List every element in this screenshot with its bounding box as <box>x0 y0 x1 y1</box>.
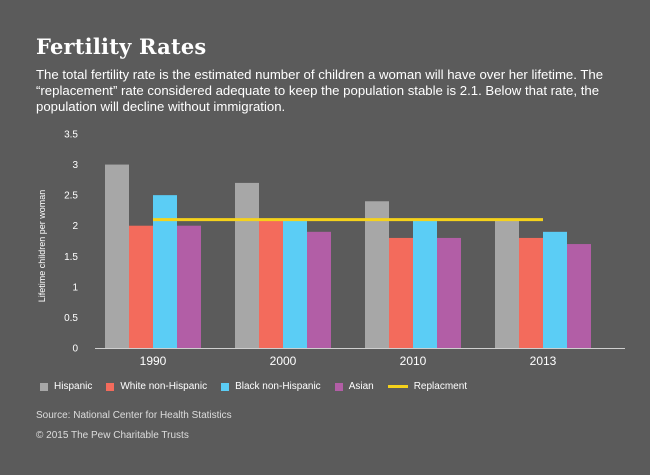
bar-black-non-hispanic-2010 <box>413 219 437 348</box>
bar-white-non-hispanic-2010 <box>389 237 413 348</box>
legend-line-swatch <box>387 385 408 388</box>
legend-swatch <box>106 382 115 391</box>
bars-group <box>105 164 591 348</box>
y-tick-label: 0.5 <box>64 313 78 324</box>
x-tick-label: 2013 <box>530 354 557 368</box>
bar-asian-2010 <box>437 237 461 348</box>
x-tick-label: 2010 <box>400 354 427 368</box>
legend-label: Hispanic <box>54 381 93 392</box>
legend-swatch <box>334 382 343 391</box>
bar-asian-2013 <box>567 244 591 348</box>
legend: Hispanic White non-Hispanic Black non-Hi… <box>40 381 481 392</box>
y-tick-label: 1 <box>72 282 78 293</box>
legend-label: White non-Hispanic <box>120 381 208 392</box>
bar-asian-1990 <box>177 225 201 348</box>
bar-black-non-hispanic-2000 <box>283 219 307 348</box>
bar-hispanic-2010 <box>365 201 389 348</box>
legend-item-black: Black non-Hispanic <box>221 381 321 392</box>
bar-chart: 0 0.5 1 1.5 2 2.5 3 3.5 1990 2000 2010 2013 Lifeti… <box>37 130 625 368</box>
legend-item-replacement: Replacment <box>387 381 468 392</box>
legend-label: Black non-Hispanic <box>235 381 321 392</box>
legend-item-hispanic: Hispanic <box>40 381 92 392</box>
legend-item-white: White non-Hispanic <box>106 381 207 392</box>
legend-swatch <box>40 382 48 391</box>
bar-white-non-hispanic-2013 <box>519 237 543 348</box>
x-tick-label: 1990 <box>140 354 167 368</box>
copyright-note: © 2015 The Pew Charitable Trusts <box>36 430 189 441</box>
bar-white-non-hispanic-2000 <box>259 219 283 348</box>
y-tick-label: 3 <box>72 160 78 171</box>
chart-title: Fertility Rates <box>36 34 207 59</box>
bar-black-non-hispanic-1990 <box>153 195 177 348</box>
y-axis-ticks: 0 0.5 1 1.5 2 2.5 3 3.5 <box>64 130 78 355</box>
legend-swatch <box>221 382 230 391</box>
y-tick-label: 2.5 <box>64 191 78 202</box>
bar-asian-2000 <box>307 231 331 348</box>
y-axis-label: Lifetime children per woman <box>37 190 47 303</box>
y-tick-label: 1.5 <box>64 252 78 263</box>
y-tick-label: 2 <box>72 221 78 232</box>
y-tick-label: 3.5 <box>64 130 78 141</box>
x-axis-labels: 1990 2000 2010 2013 <box>140 354 557 368</box>
bar-white-non-hispanic-1990 <box>129 225 153 348</box>
chart-subtitle: The total fertility rate is the estimate… <box>36 67 604 114</box>
legend-item-asian: Asian <box>334 381 374 392</box>
legend-label: Replacment <box>413 381 468 392</box>
bar-black-non-hispanic-2013 <box>543 231 567 348</box>
legend-label: Asian <box>348 381 374 392</box>
source-note: Source: National Center for Health Stati… <box>36 410 232 421</box>
bar-hispanic-2013 <box>495 219 519 348</box>
y-tick-label: 0 <box>72 344 78 355</box>
bar-hispanic-1990 <box>105 164 129 348</box>
x-tick-label: 2000 <box>270 354 297 368</box>
bar-hispanic-2000 <box>235 182 259 348</box>
